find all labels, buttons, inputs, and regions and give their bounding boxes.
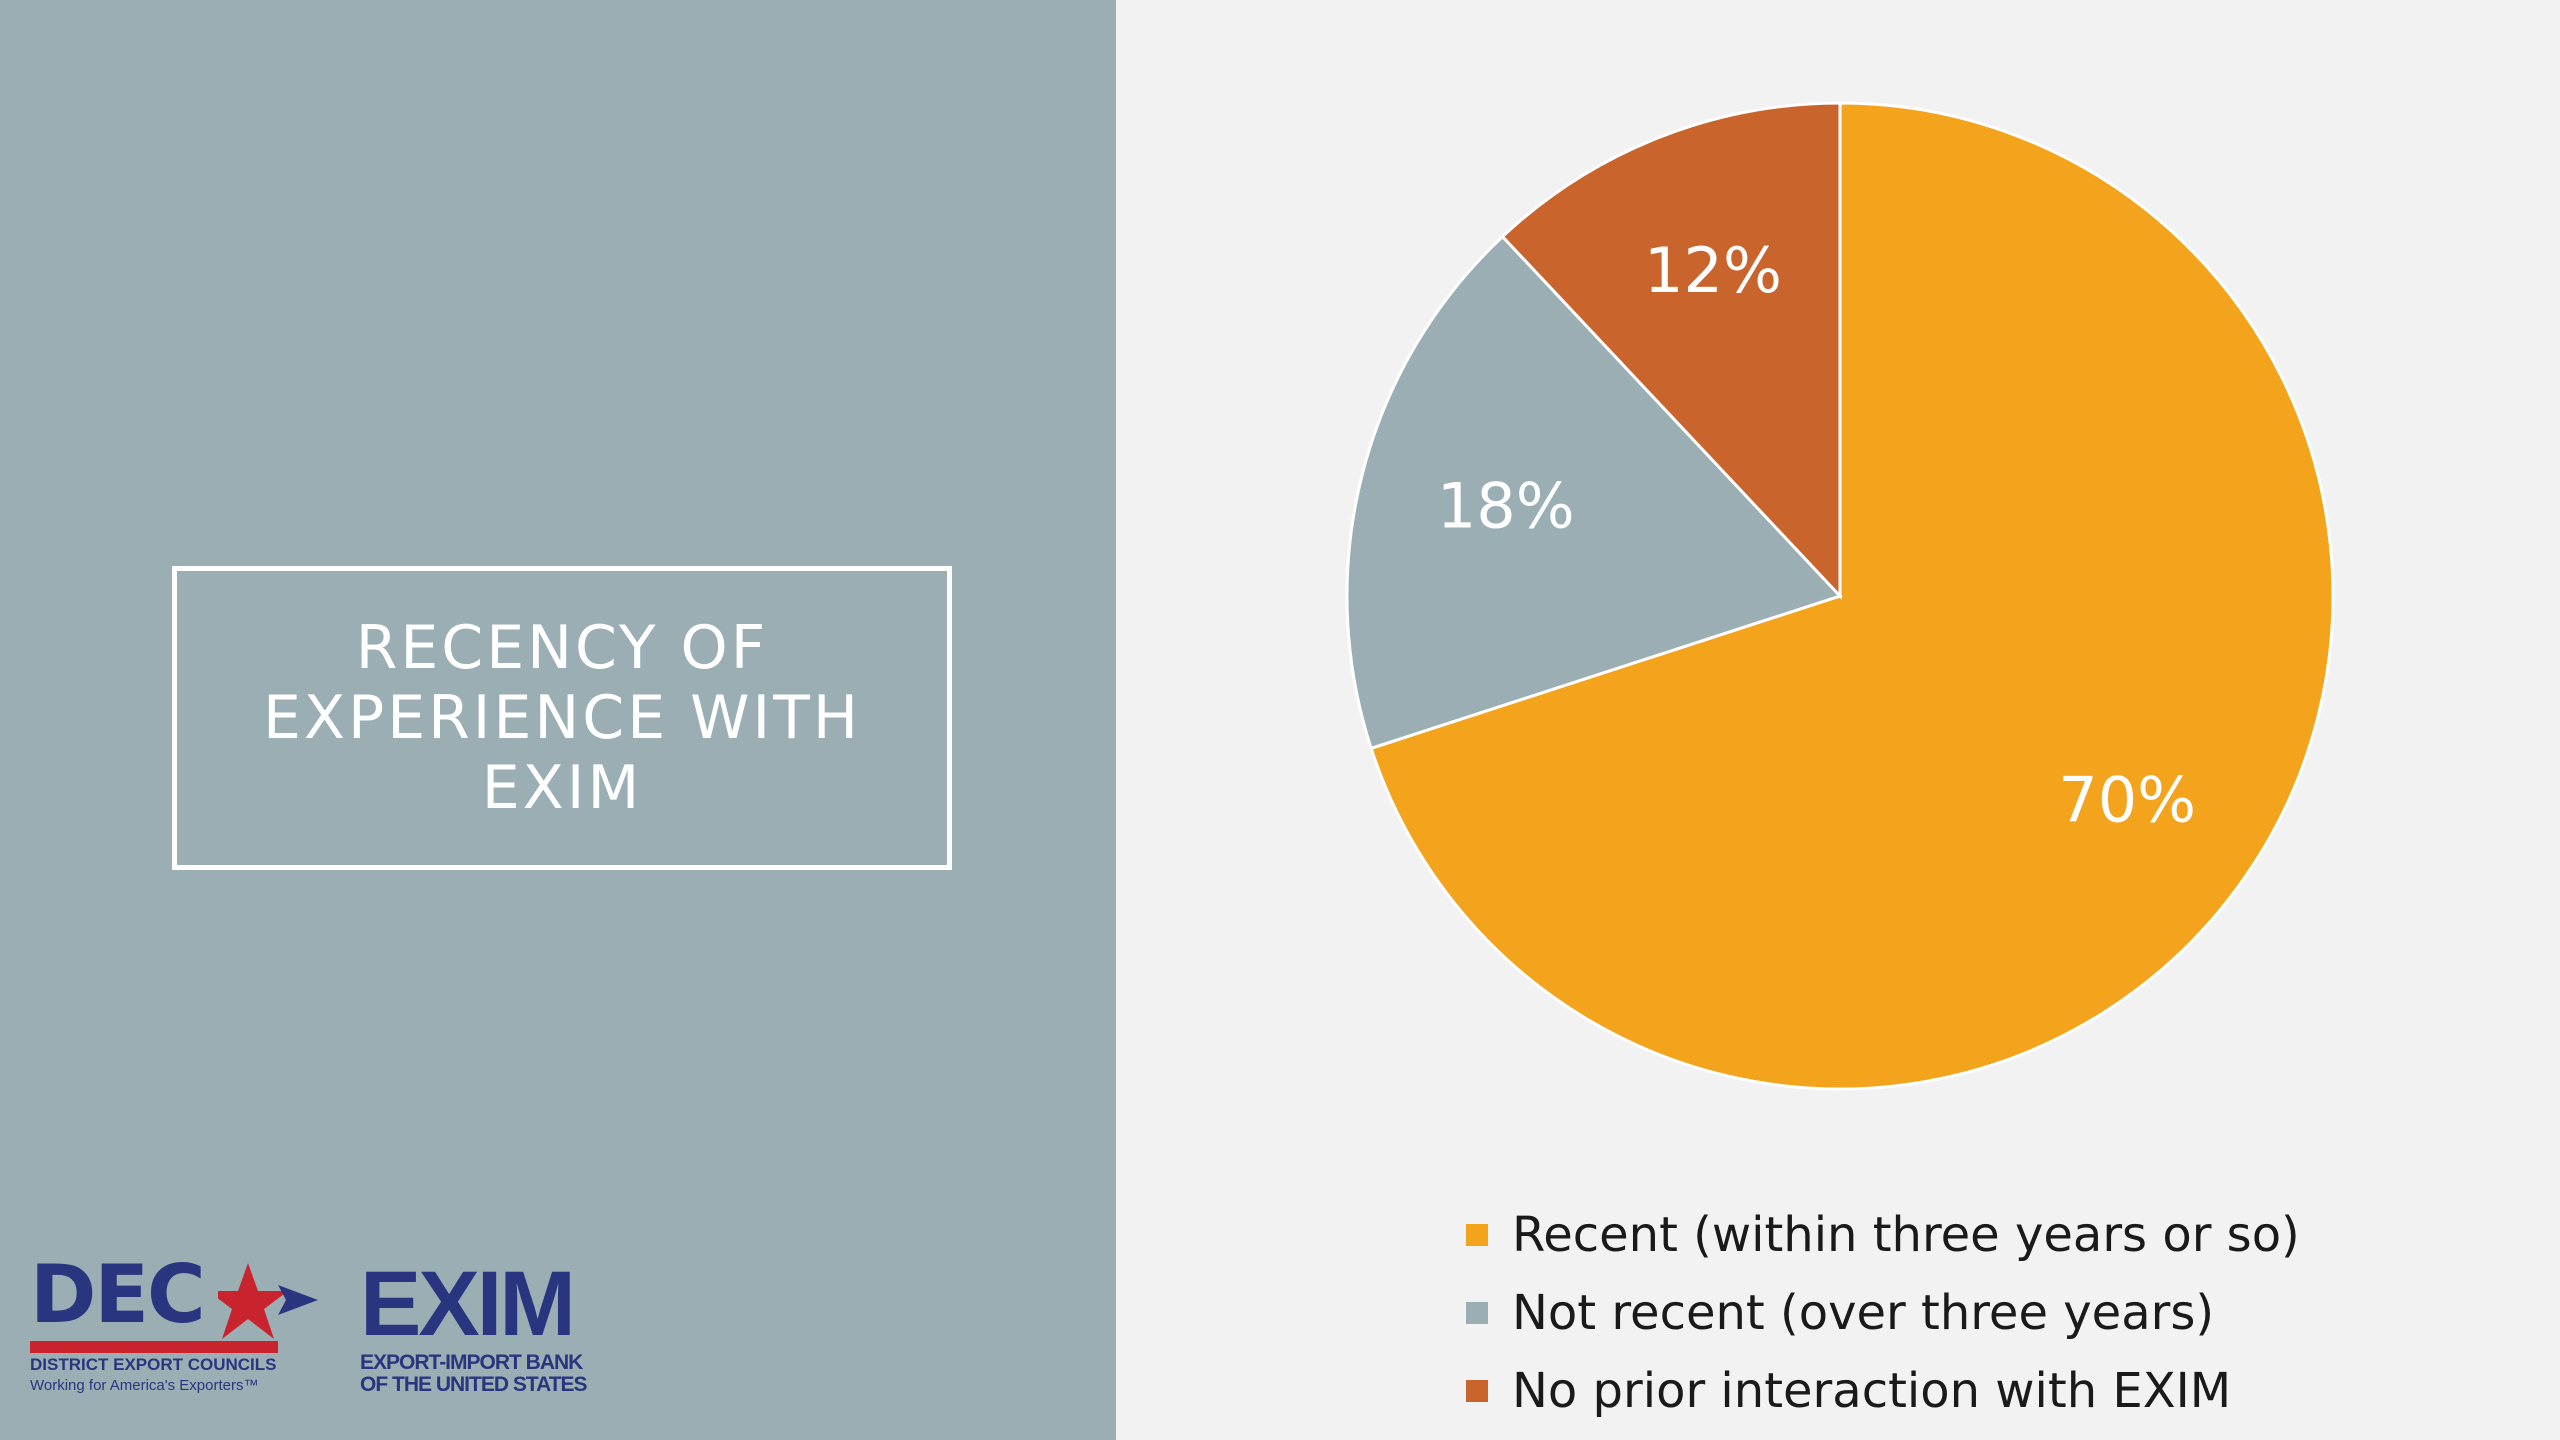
legend-item-no-prior: No prior interaction with EXIM bbox=[1466, 1352, 2300, 1430]
data-label-no-prior: 12% bbox=[1644, 234, 1782, 307]
legend: Recent (within three years or so) Not re… bbox=[1466, 1196, 2300, 1430]
dec-logo-line2: DISTRICT EXPORT COUNCILS bbox=[30, 1355, 277, 1374]
legend-item-recent: Recent (within three years or so) bbox=[1466, 1196, 2300, 1274]
legend-item-not-recent: Not recent (over three years) bbox=[1466, 1274, 2300, 1352]
legend-label-recent: Recent (within three years or so) bbox=[1512, 1207, 2300, 1263]
pie-slice-recent bbox=[1369, 101, 2335, 1091]
dec-red-bar bbox=[30, 1341, 278, 1353]
pie-slice-no-prior bbox=[1500, 101, 1842, 600]
legend-label-no-prior: No prior interaction with EXIM bbox=[1512, 1363, 2232, 1419]
legend-swatch-no-prior bbox=[1466, 1380, 1488, 1402]
legend-swatch-not-recent bbox=[1466, 1302, 1488, 1324]
title-box: RECENCY OF EXPERIENCE WITH EXIM bbox=[172, 566, 952, 870]
dec-logo-wordmark: DEC bbox=[30, 1248, 206, 1341]
exim-logo-line2: OF THE UNITED STATES bbox=[360, 1373, 588, 1396]
exim-logo-wordmark: EXIM bbox=[360, 1253, 576, 1355]
pie-slice-not-recent bbox=[1345, 234, 1843, 751]
dec-logo: DEC DISTRICT EXPORT COUNCILS Working for… bbox=[30, 1255, 330, 1415]
dec-star-arrow-icon bbox=[218, 1263, 318, 1339]
data-label-not-recent: 18% bbox=[1437, 469, 1575, 542]
exim-logo-line1: EXPORT-IMPORT BANK bbox=[360, 1351, 583, 1374]
exim-logo: EXIM EXPORT-IMPORT BANK OF THE UNITED ST… bbox=[360, 1258, 590, 1408]
exim-logo-subtitle: EXPORT-IMPORT BANK OF THE UNITED STATES bbox=[360, 1352, 600, 1396]
dec-logo-line3: Working for America's Exporters™ bbox=[30, 1377, 259, 1394]
left-panel: RECENCY OF EXPERIENCE WITH EXIM DEC DIST… bbox=[0, 0, 1116, 1440]
pie-chart: 70% 18% 12% bbox=[1345, 101, 2335, 1091]
data-label-recent: 70% bbox=[2058, 764, 2196, 837]
legend-swatch-recent bbox=[1466, 1224, 1488, 1246]
slide-title: RECENCY OF EXPERIENCE WITH EXIM bbox=[263, 613, 861, 823]
legend-label-not-recent: Not recent (over three years) bbox=[1512, 1285, 2215, 1341]
